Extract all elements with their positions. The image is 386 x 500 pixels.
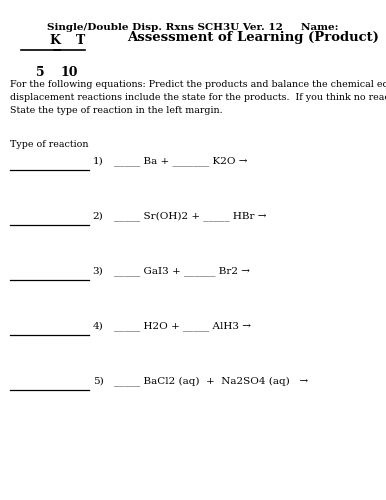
Text: _____ BaCl2 (aq)  +  Na2SO4 (aq)   →: _____ BaCl2 (aq) + Na2SO4 (aq) → xyxy=(114,376,308,386)
Text: 10: 10 xyxy=(61,66,78,79)
Text: Type of reaction: Type of reaction xyxy=(10,140,88,149)
Text: _____ Ba + _______ K2O →: _____ Ba + _______ K2O → xyxy=(114,156,247,166)
Text: Assessment of Learning (Product): Assessment of Learning (Product) xyxy=(127,31,379,44)
Text: For the following equations: Predict the products and balance the chemical equat: For the following equations: Predict the… xyxy=(10,80,386,114)
Text: _____ GaI3 + ______ Br2 →: _____ GaI3 + ______ Br2 → xyxy=(114,266,250,276)
Text: T: T xyxy=(76,34,85,48)
Text: _____ Sr(OH)2 + _____ HBr →: _____ Sr(OH)2 + _____ HBr → xyxy=(114,211,266,221)
Text: 1): 1) xyxy=(93,157,103,166)
Text: 4): 4) xyxy=(93,322,103,331)
Text: K: K xyxy=(49,34,60,48)
Text: _____ H2O + _____ AlH3 →: _____ H2O + _____ AlH3 → xyxy=(114,322,251,331)
Text: 5: 5 xyxy=(36,66,45,79)
Text: 2): 2) xyxy=(93,212,103,221)
Text: 3): 3) xyxy=(93,267,103,276)
Text: 5): 5) xyxy=(93,377,103,386)
Text: Single/Double Disp. Rxns SCH3U Ver. 12     Name:: Single/Double Disp. Rxns SCH3U Ver. 12 N… xyxy=(47,22,339,32)
